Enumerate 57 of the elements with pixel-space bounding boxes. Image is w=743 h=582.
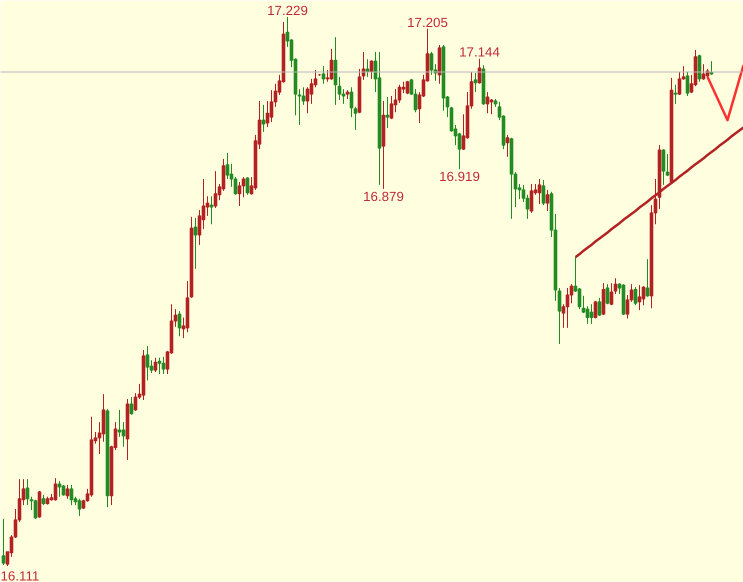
candlestick xyxy=(386,96,390,128)
candlestick xyxy=(210,196,214,225)
candlestick xyxy=(70,484,74,506)
candlestick xyxy=(702,64,706,80)
candlestick xyxy=(546,189,550,212)
candlestick xyxy=(58,480,62,498)
annotation: 16.919 xyxy=(439,169,480,184)
candlestick xyxy=(2,518,6,566)
candlestick xyxy=(406,80,410,95)
candlestick xyxy=(130,396,134,416)
candlestick xyxy=(78,498,82,516)
candlestick xyxy=(594,300,598,320)
candlestick xyxy=(158,357,162,375)
candlestick xyxy=(194,217,198,270)
candlestick xyxy=(506,134,510,158)
candlestick xyxy=(590,304,594,324)
candlestick xyxy=(486,92,490,114)
candlestick xyxy=(634,286,638,306)
candlestick xyxy=(162,356,166,375)
candlestick xyxy=(262,104,266,132)
candlestick xyxy=(178,310,182,337)
candlestick xyxy=(598,297,602,317)
candlestick xyxy=(638,284,642,311)
candlestick xyxy=(698,54,702,82)
candlestick xyxy=(662,148,666,186)
annotation: 17.229 xyxy=(267,2,308,18)
candlestick xyxy=(474,72,478,93)
candlestick xyxy=(646,258,650,298)
candlestick xyxy=(26,478,30,506)
candlestick xyxy=(606,284,610,305)
candlestick xyxy=(330,48,334,80)
candlestick xyxy=(66,484,70,500)
annotation: 17.144 xyxy=(459,44,500,60)
annotation: 17.205 xyxy=(407,14,448,30)
candlestick xyxy=(54,478,58,502)
candlestick xyxy=(214,170,218,209)
candlestick xyxy=(490,98,494,115)
candlestick xyxy=(686,71,690,97)
candlestick xyxy=(238,181,242,207)
candlestick xyxy=(642,286,646,306)
candlestick xyxy=(674,84,678,104)
candlestick xyxy=(146,346,150,381)
candlestick xyxy=(566,288,570,328)
candlestick xyxy=(34,499,38,520)
text: 16.111 xyxy=(0,568,40,582)
candlestick xyxy=(118,409,122,438)
candlestick xyxy=(530,183,534,214)
candlestick xyxy=(322,66,326,84)
candlestick xyxy=(370,60,374,80)
candlestick xyxy=(42,494,46,506)
candlestick xyxy=(542,180,546,206)
candlestick xyxy=(62,484,66,496)
annotation: 16.879 xyxy=(363,188,404,204)
candlestick xyxy=(478,58,482,84)
candlestick xyxy=(154,357,158,373)
candlestick xyxy=(538,178,542,205)
candlestick xyxy=(246,176,250,196)
